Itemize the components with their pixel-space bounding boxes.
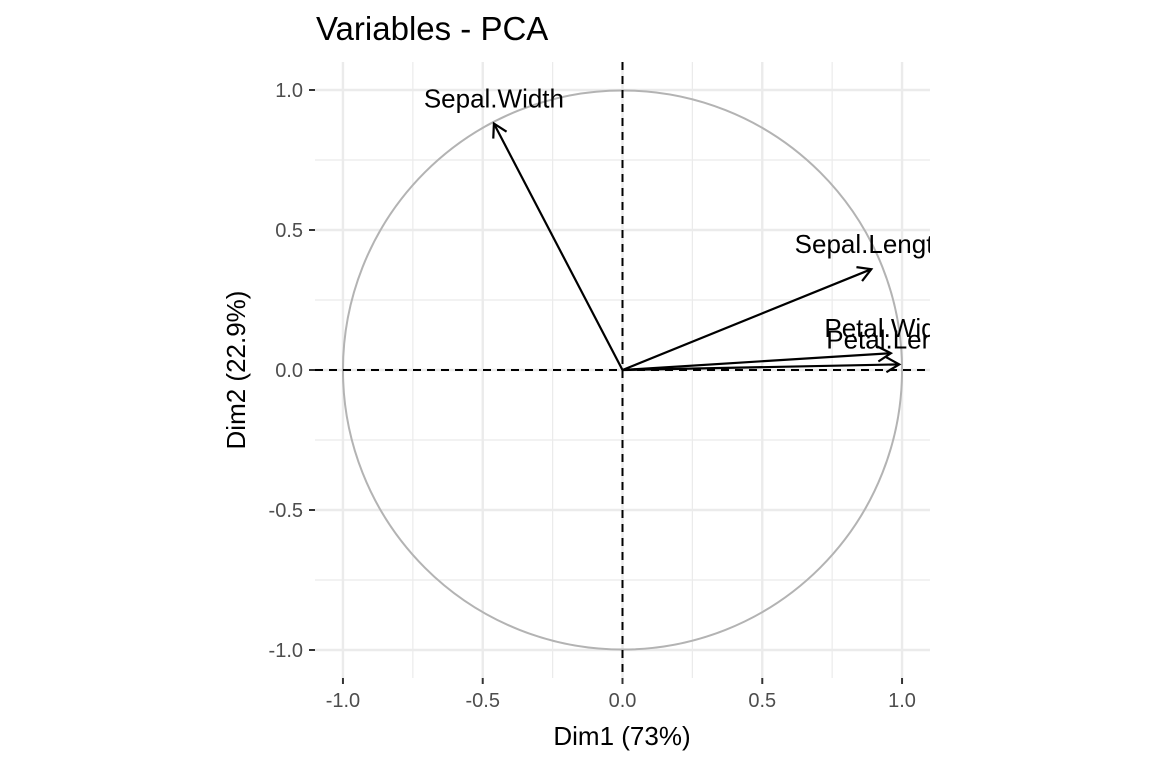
y-tick-label-0-5: 0.5: [275, 220, 303, 242]
chart-title: Variables - PCA: [316, 10, 548, 47]
label-petal-width: Petal.Width: [824, 313, 957, 343]
variable-arrows: [492, 121, 902, 374]
x-tick-label-1-0: 1.0: [888, 690, 916, 712]
arrowhead-petal-width: [876, 345, 894, 363]
arrow-sepal-length: [622, 268, 872, 372]
x-tick-label--0-5: -0.5: [465, 690, 499, 712]
arrowhead-sepal-length: [856, 266, 874, 282]
label-sepal-length: Sepal.Length: [795, 229, 948, 259]
x-axis-title: Dim1 (73%): [553, 721, 690, 751]
y-axis-title: Dim2 (22.9%): [221, 291, 251, 450]
arrow-petal-length: [622, 363, 900, 372]
panel-content: Sepal.Length Sepal.Width Petal.LengthPetal…: [315, 62, 972, 678]
variable-labels: Sepal.Length Sepal.Width Petal.LengthPetal…: [424, 84, 972, 355]
arrow-petal-width: [622, 352, 891, 372]
label-sepal-width: Sepal.Width: [424, 84, 564, 114]
arrow-sepal-width: [492, 123, 624, 371]
axis-ticks: -1.0 -0.5 0.0 0.5 1.0 -1.0 -0.5 0.0 0.5 1.0: [269, 80, 916, 712]
arrowhead-petal-length: [885, 356, 902, 374]
y-tick-label--1-0: -1.0: [269, 640, 303, 662]
label-petal-length: Petal.Length: [826, 324, 972, 354]
x-tick-label--1-0: -1.0: [326, 690, 360, 712]
y-tick-label--0-5: -0.5: [269, 500, 303, 522]
arrowhead-sepal-width: [492, 121, 508, 139]
x-tick-label-0-0: 0.0: [609, 690, 637, 712]
x-tick-label-0-5: 0.5: [748, 690, 776, 712]
y-tick-label-0-0: 0.0: [275, 360, 303, 382]
y-tick-label-1-0: 1.0: [275, 80, 303, 102]
